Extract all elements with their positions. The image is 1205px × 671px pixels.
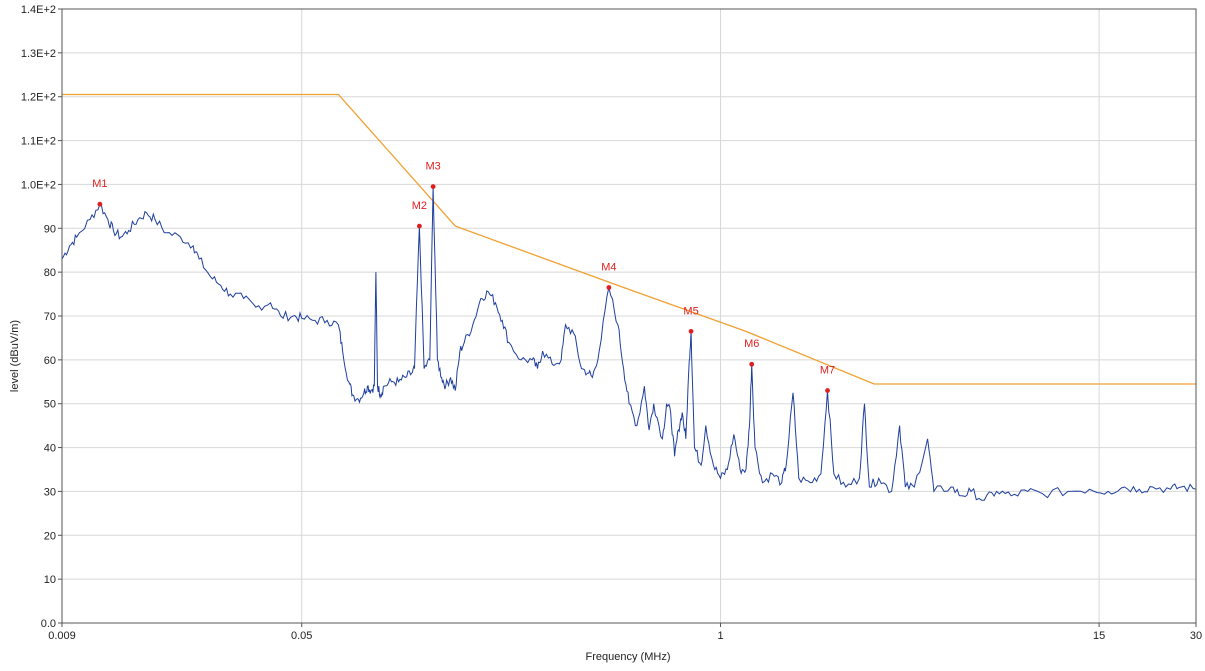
marker-label-m4: M4 bbox=[601, 261, 616, 273]
y-tick-label: 0.0 bbox=[41, 618, 56, 630]
x-tick-label: 0.05 bbox=[291, 630, 312, 642]
y-tick-label: 1.0E+2 bbox=[21, 179, 56, 191]
y-axis-title: level (dBuV/m) bbox=[9, 320, 21, 392]
y-tick-label: 60 bbox=[44, 355, 56, 367]
y-tick-label: 1.3E+2 bbox=[21, 48, 56, 60]
y-tick-label: 1.4E+2 bbox=[21, 4, 56, 16]
marker-point-m6 bbox=[749, 361, 755, 367]
x-tick-label: 15 bbox=[1093, 630, 1105, 642]
marker-layer: M1 M2 M3 M4 M5 M6 M7 bbox=[92, 161, 835, 393]
x-tick-label: 1 bbox=[717, 630, 723, 642]
series-layer bbox=[61, 93, 1197, 501]
marker-point-m1 bbox=[97, 201, 103, 207]
y-tick-label: 90 bbox=[44, 223, 56, 235]
marker-point-m5 bbox=[688, 328, 694, 334]
marker-label-m3: M3 bbox=[425, 161, 440, 173]
marker-label-m6: M6 bbox=[744, 338, 759, 350]
marker-point-m2 bbox=[416, 223, 422, 229]
y-tick-label: 80 bbox=[44, 267, 56, 279]
grid-layer bbox=[62, 8, 1196, 623]
limit-line bbox=[62, 93, 1196, 385]
y-tick-label: 50 bbox=[44, 399, 56, 411]
y-tick-label: 1.1E+2 bbox=[21, 136, 56, 148]
marker-point-m7 bbox=[825, 388, 830, 393]
marker-label-m2: M2 bbox=[412, 200, 427, 212]
axis-layer: 0.0 10 20 30 40 50 60 70 80 90 1.0E+2 1.1E+2 1.2E+2 1… bbox=[21, 4, 1202, 642]
x-tick-label: 30 bbox=[1190, 630, 1202, 642]
plot-frame bbox=[61, 8, 1197, 624]
marker-label-m7: M7 bbox=[820, 365, 835, 377]
measurement-trace bbox=[61, 186, 1197, 501]
y-tick-label: 20 bbox=[44, 530, 56, 542]
y-tick-label: 30 bbox=[44, 486, 56, 498]
y-tick-label: 10 bbox=[44, 574, 56, 586]
marker-point-m4 bbox=[606, 285, 612, 290]
marker-label-m5: M5 bbox=[683, 305, 698, 317]
x-axis-title: Frequency (MHz) bbox=[586, 651, 671, 663]
y-tick-label: 70 bbox=[44, 311, 56, 323]
y-tick-label: 1.2E+2 bbox=[21, 92, 56, 104]
x-tick-label: 0.009 bbox=[48, 630, 76, 642]
marker-point-m3 bbox=[430, 184, 436, 190]
y-tick-label: 40 bbox=[44, 443, 56, 455]
marker-label-m1: M1 bbox=[92, 178, 107, 190]
